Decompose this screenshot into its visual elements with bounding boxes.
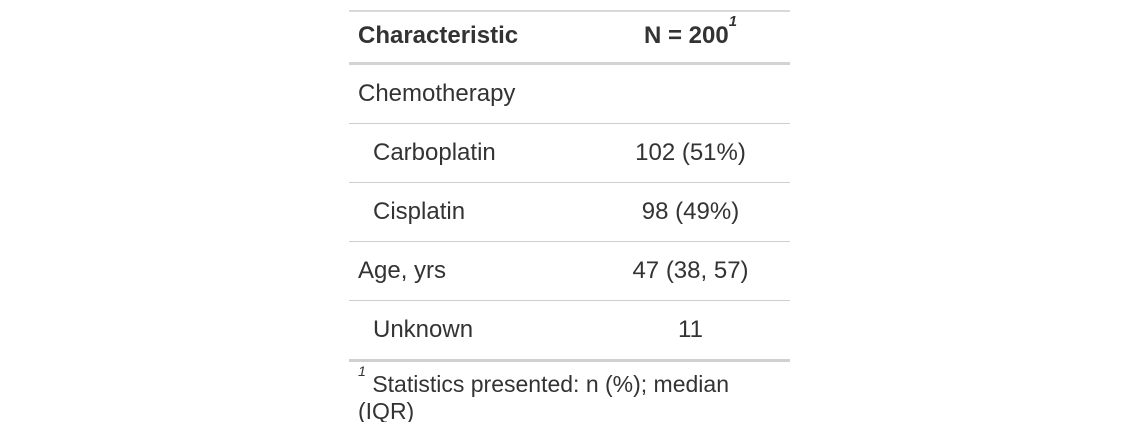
table-header-row: Characteristic N = 2001 xyxy=(349,11,790,65)
row-label: Age, yrs xyxy=(349,241,590,301)
table-row-cisplatin: Cisplatin 98 (49%) xyxy=(349,182,790,242)
table-footnote: 1 Statistics presented: n (%); median (I… xyxy=(349,361,790,422)
column-header-n: N = 2001 xyxy=(590,11,790,65)
table-row-chemotherapy: Chemotherapy xyxy=(349,63,790,124)
column-header-n-text: N = 200 xyxy=(643,22,729,49)
row-label: Chemotherapy xyxy=(349,63,590,124)
table-row-carboplatin: Carboplatin 102 (51%) xyxy=(349,123,790,183)
row-value: 11 xyxy=(590,300,790,362)
row-value: 102 (51%) xyxy=(590,123,790,183)
footnote-mark: 1 xyxy=(358,363,366,380)
table-row-age: Age, yrs 47 (38, 57) xyxy=(349,241,790,301)
row-label: Cisplatin xyxy=(349,182,590,242)
row-label: Carboplatin xyxy=(349,123,590,183)
row-value: 47 (38, 57) xyxy=(590,241,790,301)
table-footnote-row: 1 Statistics presented: n (%); median (I… xyxy=(349,361,790,422)
summary-table: Characteristic N = 2001 Chemotherapy Car… xyxy=(349,10,790,422)
row-label: Unknown xyxy=(349,300,590,362)
table-row-unknown: Unknown 11 xyxy=(349,300,790,362)
header-footnote-mark: 1 xyxy=(728,13,737,30)
footnote-text: Statistics presented: n (%); median (IQR… xyxy=(358,371,729,422)
row-value: 98 (49%) xyxy=(590,182,790,242)
column-header-characteristic: Characteristic xyxy=(349,11,590,65)
row-value xyxy=(590,63,790,124)
